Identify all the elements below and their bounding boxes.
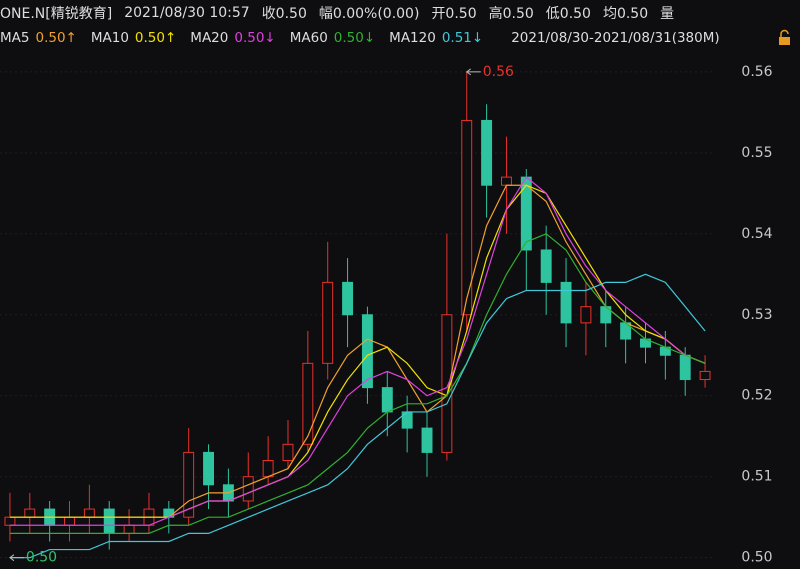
- annotation-arrowhead: [465, 68, 472, 76]
- quote-item: 量: [660, 5, 675, 22]
- candle-body: [262, 460, 274, 478]
- quote-item: 均0.50: [602, 5, 649, 22]
- candle-body: [24, 508, 36, 518]
- legend-name: MA20: [190, 29, 229, 46]
- legend-value: 0.51↓: [441, 29, 484, 46]
- candle-body: [183, 451, 195, 518]
- candle-body: [421, 427, 433, 453]
- ma-line: [9, 184, 706, 518]
- candle-body: [461, 119, 473, 316]
- candle-body: [481, 119, 493, 186]
- ma-legend: MA5 0.50↑ MA10 0.50↑ MA20 0.50↓ MA60 0.50↓ MA120…: [0, 25, 720, 50]
- candle-body: [103, 508, 115, 534]
- time: 2021/08/30 10:57: [124, 4, 250, 21]
- y-tick-label: 0.51: [741, 469, 772, 485]
- candle-body: [500, 176, 512, 186]
- candle-body: [679, 354, 691, 381]
- candle-body: [83, 508, 95, 518]
- legend-name: MA120: [389, 29, 436, 46]
- quote-item: 幅0.00%(0.00): [318, 5, 420, 22]
- legend-name: MA60: [289, 29, 328, 46]
- candle-body: [322, 281, 334, 364]
- y-tick-label: 0.54: [741, 226, 772, 242]
- ma-line: [9, 176, 706, 526]
- date-range: 2021/08/30-2021/08/31(380M): [511, 29, 720, 46]
- candle-body: [361, 314, 373, 389]
- candle-body: [282, 443, 294, 462]
- quote-item: 低0.50: [545, 5, 591, 22]
- legend-name: MA5: [0, 29, 30, 46]
- candle-body: [699, 370, 711, 381]
- y-tick-label: 0.55: [741, 145, 772, 161]
- annotation-label: 0.56: [483, 64, 514, 80]
- legend-value: 0.50↑: [134, 29, 177, 46]
- quote-item: 高0.50: [488, 5, 534, 22]
- quote-item: 开0.50: [431, 5, 477, 22]
- quote-header: ONE.N[精锐教育] 2021/08/30 10:57 收0.50 幅0.00%…: [0, 0, 674, 25]
- candle-body: [203, 451, 215, 486]
- ma-line: [9, 233, 706, 534]
- candle-body: [342, 281, 354, 316]
- candle-body: [64, 516, 75, 526]
- candle-body: [4, 516, 16, 526]
- y-tick-label: 0.52: [741, 388, 772, 404]
- candle-body: [381, 387, 393, 413]
- legend-value: 0.50↓: [234, 29, 276, 46]
- candle-body: [560, 281, 572, 324]
- symbol: ONE.N[精锐教育]: [0, 5, 113, 22]
- legend-value: 0.50↓: [333, 29, 376, 46]
- y-tick-label: 0.50: [741, 550, 772, 566]
- legend-value: 0.50↑: [35, 29, 77, 46]
- candle-body: [302, 362, 314, 445]
- annotation-arrowhead: [9, 554, 15, 562]
- candle-body: [540, 249, 552, 283]
- y-tick-label: 0.56: [741, 64, 772, 80]
- ma-line: [9, 273, 706, 559]
- ma-line: [9, 184, 706, 518]
- quote-item: 收0.50: [261, 5, 307, 22]
- candle-body: [123, 524, 135, 534]
- legend-name: MA10: [90, 29, 129, 46]
- candle-body: [580, 306, 592, 324]
- annotation-label: 0.50: [26, 550, 57, 566]
- candle-body: [441, 314, 453, 453]
- candle-body: [242, 476, 254, 502]
- y-tick-label: 0.53: [741, 307, 772, 323]
